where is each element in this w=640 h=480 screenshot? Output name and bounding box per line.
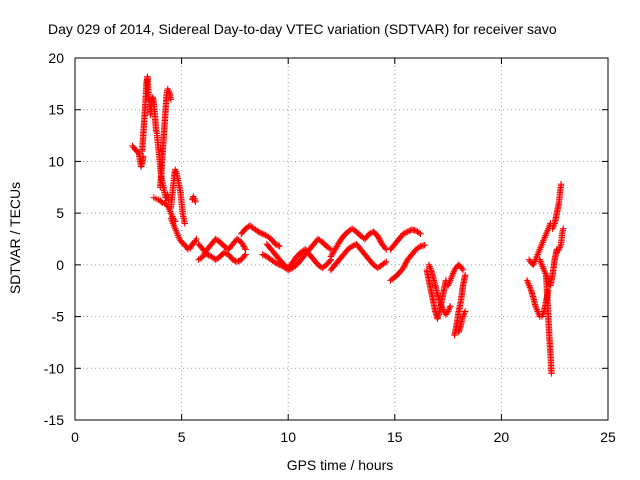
y-tick-label: 5 xyxy=(56,205,64,221)
x-tick-label: 15 xyxy=(387,429,403,445)
y-tick-label: 0 xyxy=(56,257,64,273)
data-point xyxy=(447,303,454,310)
data-point xyxy=(272,259,279,266)
data-point xyxy=(134,148,142,156)
data-point xyxy=(381,259,389,266)
data-point xyxy=(233,258,241,265)
data-point xyxy=(242,246,249,253)
data-point xyxy=(257,229,265,237)
data-point xyxy=(548,370,555,377)
x-tick-label: 25 xyxy=(600,429,616,445)
data-point xyxy=(259,251,266,258)
data-point xyxy=(276,243,283,250)
data-point xyxy=(401,229,408,237)
data-point xyxy=(458,265,466,272)
tick-labels: 0 5 10 15 20 25 -15 -10 -5 0 5 10 15 20 xyxy=(44,50,616,445)
data-point xyxy=(560,225,567,232)
data-point xyxy=(404,228,411,235)
data-point xyxy=(554,247,562,255)
data-point xyxy=(461,308,469,315)
data-point xyxy=(383,258,390,265)
data-point xyxy=(241,252,248,260)
data-point xyxy=(193,235,200,243)
data-point xyxy=(192,198,199,205)
data-point xyxy=(326,245,333,252)
data-point xyxy=(348,243,356,250)
data-point xyxy=(459,266,467,274)
y-tick-label: -5 xyxy=(52,309,65,325)
y-axis-title: SDTVAR / TECUs xyxy=(7,182,23,294)
data-point xyxy=(377,238,384,245)
data-point xyxy=(140,153,147,160)
x-tick-label: 10 xyxy=(280,429,296,445)
data-point xyxy=(167,96,175,103)
data-point xyxy=(375,235,383,242)
x-tick-label: 5 xyxy=(178,429,186,445)
data-point xyxy=(366,230,373,238)
data-point xyxy=(158,198,165,205)
data-point xyxy=(255,228,262,235)
data-point xyxy=(230,257,238,264)
data-point xyxy=(461,272,469,279)
y-tick-label: 15 xyxy=(48,102,64,118)
y-tick-label: 10 xyxy=(48,153,64,169)
data-point xyxy=(375,234,382,241)
y-tick-label: 20 xyxy=(48,50,64,66)
chart-title: Day 029 of 2014, Sidereal Day-to-day VTE… xyxy=(48,21,557,37)
data-point xyxy=(382,244,389,252)
data-point xyxy=(273,260,281,267)
data-point xyxy=(402,229,410,236)
data-point xyxy=(187,243,195,251)
data-point xyxy=(415,229,423,236)
data-point xyxy=(415,244,423,251)
data-point xyxy=(376,236,384,244)
data-point xyxy=(241,244,248,252)
data-point xyxy=(222,249,229,257)
data-point xyxy=(400,264,407,272)
data-point xyxy=(181,220,188,227)
x-tick-label: 20 xyxy=(494,429,510,445)
axes xyxy=(74,57,609,421)
data-point xyxy=(557,180,565,188)
data-point xyxy=(275,242,282,249)
data-point xyxy=(192,237,199,244)
plot-frame xyxy=(74,57,609,421)
data-point xyxy=(400,230,407,238)
data-point xyxy=(235,257,242,265)
data-point xyxy=(421,242,428,249)
data-point xyxy=(417,230,424,238)
data-point xyxy=(273,241,281,249)
data-point xyxy=(374,232,381,240)
data-point xyxy=(443,309,451,317)
data-point xyxy=(402,259,410,266)
data-point xyxy=(186,245,194,252)
data-point xyxy=(402,260,409,268)
x-tick-label: 0 xyxy=(71,429,79,445)
data-point xyxy=(405,227,413,235)
data-point xyxy=(326,257,333,265)
data-point xyxy=(259,230,266,238)
data-point xyxy=(260,252,268,259)
data-point xyxy=(272,240,279,248)
y-tick-label: -10 xyxy=(44,360,64,376)
y-tick-label: -15 xyxy=(44,412,64,428)
data-point xyxy=(401,262,408,269)
data-point xyxy=(221,249,228,256)
data-point xyxy=(229,256,236,263)
x-axis-title: GPS time / hours xyxy=(287,457,394,473)
data-points xyxy=(129,73,567,377)
data-point xyxy=(260,231,268,238)
data-point xyxy=(256,229,263,236)
data-point xyxy=(400,263,408,270)
